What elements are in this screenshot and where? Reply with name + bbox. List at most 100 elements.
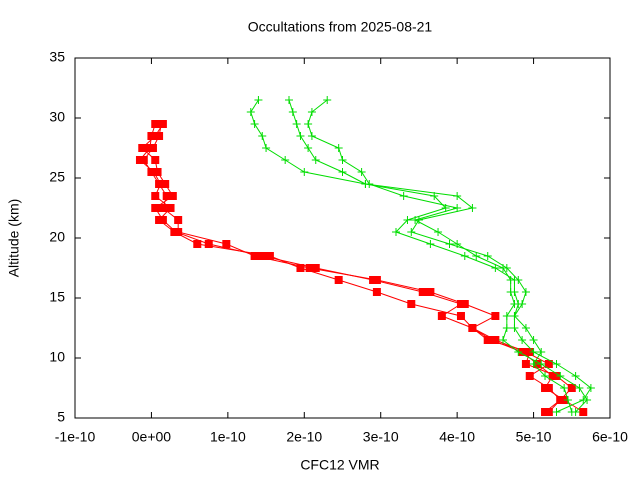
point <box>305 264 314 272</box>
point <box>254 96 263 104</box>
point <box>552 408 561 416</box>
point <box>250 252 259 260</box>
point <box>296 264 305 272</box>
y-tick-label: 5 <box>57 409 65 425</box>
point <box>357 168 366 176</box>
point <box>147 132 156 140</box>
point <box>468 204 477 212</box>
point <box>434 228 443 236</box>
y-tick-label: 20 <box>49 229 65 245</box>
point <box>499 336 507 344</box>
point <box>250 120 259 128</box>
point <box>514 276 523 284</box>
point <box>514 348 523 356</box>
point <box>151 204 160 212</box>
point <box>407 300 416 308</box>
point <box>502 312 511 320</box>
point <box>403 216 412 224</box>
x-tick-label: 4e-10 <box>439 429 475 445</box>
point <box>262 144 271 152</box>
point <box>544 384 553 392</box>
point <box>161 180 170 188</box>
point <box>491 264 500 272</box>
point <box>586 384 595 392</box>
point <box>460 252 469 260</box>
y-tick-label: 25 <box>49 169 65 185</box>
point <box>563 396 572 404</box>
point <box>510 312 519 320</box>
point <box>506 276 515 284</box>
x-tick-label: 1e-10 <box>210 429 246 445</box>
point <box>135 156 144 164</box>
y-tick-label: 15 <box>49 289 65 305</box>
point <box>307 132 316 140</box>
point <box>311 264 320 272</box>
point <box>521 348 530 356</box>
point <box>151 156 160 164</box>
point <box>521 324 530 332</box>
point <box>151 192 160 200</box>
point <box>518 300 527 308</box>
point <box>145 144 154 152</box>
point <box>365 180 374 188</box>
point <box>544 408 553 416</box>
point <box>288 108 297 116</box>
point <box>162 192 171 200</box>
point <box>567 384 576 392</box>
point <box>311 156 320 164</box>
point <box>502 324 511 332</box>
point <box>296 132 305 140</box>
point <box>560 384 569 392</box>
point <box>541 372 550 380</box>
point <box>529 360 538 368</box>
point <box>285 96 293 104</box>
point <box>552 360 561 368</box>
x-axis-label: CFC12 VMR <box>300 457 379 473</box>
point <box>426 240 435 248</box>
point <box>521 288 530 296</box>
point <box>155 216 164 224</box>
y-tick-label: 10 <box>49 349 65 365</box>
x-tick-label: -1e-10 <box>55 429 96 445</box>
point <box>334 276 343 284</box>
point <box>529 348 538 356</box>
point <box>265 252 274 260</box>
point <box>499 264 507 272</box>
point <box>418 288 427 296</box>
point <box>158 204 167 212</box>
point <box>304 120 313 128</box>
x-tick-label: 3e-10 <box>363 429 399 445</box>
point <box>453 240 462 248</box>
point <box>158 120 167 128</box>
point <box>518 336 527 344</box>
point <box>392 228 400 236</box>
point <box>166 204 175 212</box>
point <box>483 252 492 260</box>
point <box>338 168 347 176</box>
point <box>174 216 183 224</box>
point <box>300 168 309 176</box>
point <box>472 252 481 260</box>
point <box>222 240 231 248</box>
point <box>579 408 588 416</box>
point <box>506 288 515 296</box>
point <box>156 180 165 188</box>
point <box>575 384 584 392</box>
point <box>510 300 519 308</box>
point <box>151 120 160 128</box>
point <box>369 276 378 284</box>
point <box>491 336 500 344</box>
point <box>304 144 313 152</box>
point <box>556 372 565 380</box>
point <box>292 120 301 128</box>
point <box>307 108 316 116</box>
point <box>258 132 267 140</box>
point <box>170 228 179 236</box>
point <box>525 372 534 380</box>
point <box>571 408 580 416</box>
point <box>456 312 465 320</box>
point <box>556 396 565 404</box>
x-tick-label: 5e-10 <box>516 429 552 445</box>
